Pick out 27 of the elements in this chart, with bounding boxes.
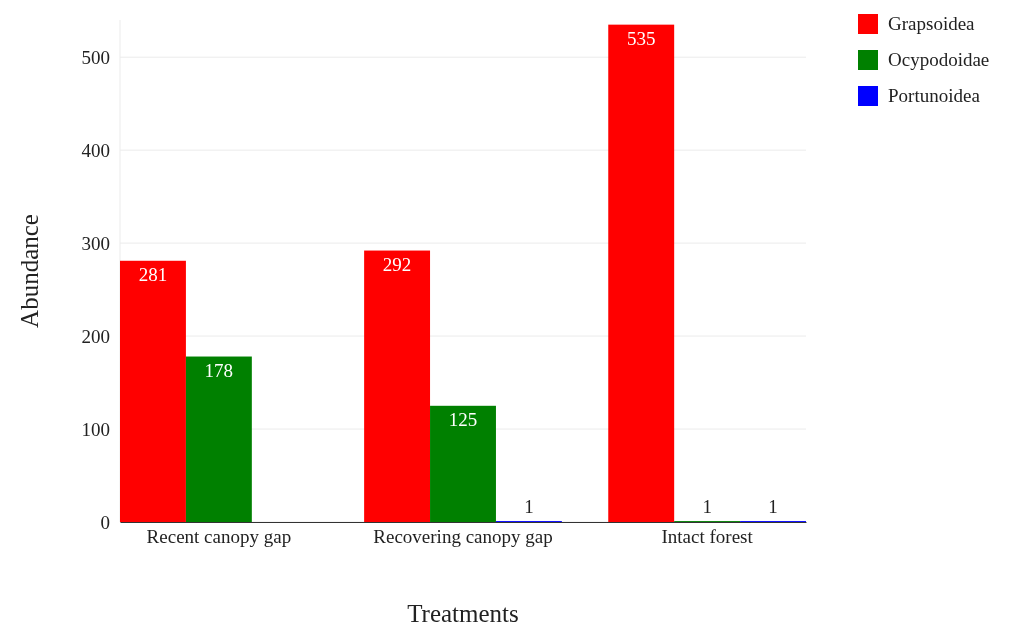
- data-label: 1: [702, 496, 712, 518]
- x-tick-label: Recent canopy gap: [146, 526, 292, 548]
- data-label: 1: [768, 496, 778, 518]
- bar: [430, 405, 496, 522]
- data-label: 281: [138, 263, 168, 285]
- data-label: 292: [382, 253, 412, 275]
- y-axis-title: Abundance: [16, 214, 43, 328]
- data-label: 535: [626, 27, 656, 49]
- y-tick-label: 200: [81, 325, 110, 347]
- data-label: 178: [204, 359, 234, 381]
- y-tick-label: 300: [81, 232, 110, 254]
- y-tick-label: 400: [81, 139, 110, 161]
- data-label: 125: [448, 408, 478, 430]
- legend-label: Portunoidea: [888, 85, 981, 106]
- y-tick-label: 0: [100, 511, 110, 533]
- y-tick-label: 500: [81, 46, 110, 68]
- x-tick-label: Recovering canopy gap: [373, 526, 553, 548]
- x-tick-label: Intact forest: [661, 526, 754, 548]
- bar: [608, 24, 675, 522]
- y-tick-label: 100: [81, 418, 110, 440]
- bar: [185, 356, 252, 522]
- bar: [120, 260, 186, 522]
- data-label: 1: [524, 496, 534, 518]
- legend-label: Grapsoidea: [888, 13, 976, 34]
- x-axis-title: Treatments: [407, 600, 519, 625]
- bar: [364, 250, 431, 522]
- legend-label: Ocypodoidae: [888, 49, 990, 70]
